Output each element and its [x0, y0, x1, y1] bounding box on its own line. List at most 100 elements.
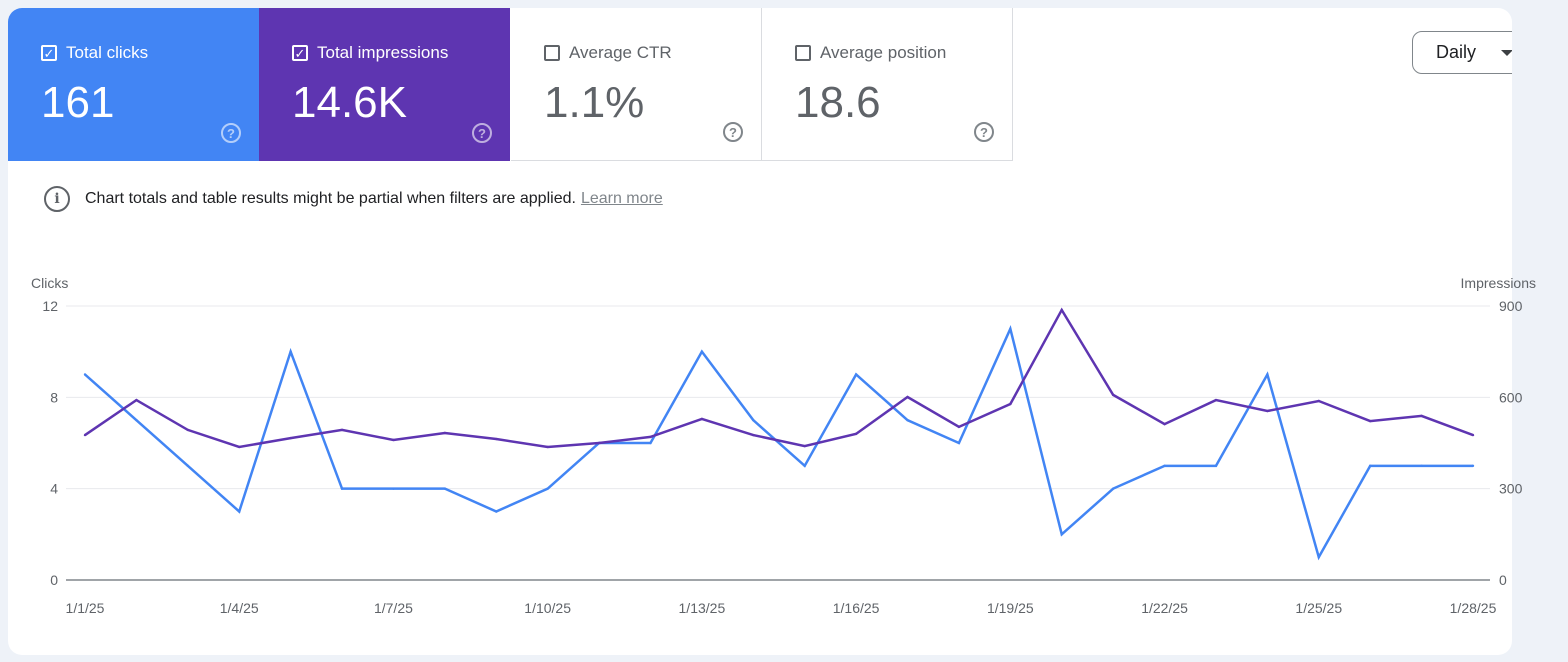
data-point-impressions — [906, 395, 909, 399]
data-point-impressions — [1163, 422, 1166, 426]
metric-label: Total impressions — [317, 43, 449, 62]
y-axis-label-right: Impressions — [1461, 275, 1536, 291]
metric-value: 14.6K — [292, 78, 407, 127]
data-point-clicks — [1111, 487, 1115, 490]
info-icon: i — [44, 186, 70, 212]
data-point-clicks — [854, 373, 858, 376]
data-point-impressions — [135, 398, 138, 402]
data-point-impressions — [83, 433, 87, 437]
y-tick-right: 0 — [1499, 572, 1507, 588]
metric-average-position[interactable]: Average position 18.6 ? — [762, 8, 1013, 161]
x-tick: 1/10/25 — [524, 600, 571, 616]
data-point-impressions — [443, 431, 447, 435]
data-point-clicks — [1420, 464, 1423, 468]
metric-value: 1.1% — [544, 78, 645, 127]
y-tick-right: 900 — [1499, 298, 1523, 314]
data-point-clicks — [392, 487, 395, 490]
x-tick: 1/16/25 — [833, 600, 880, 616]
data-point-impressions — [186, 428, 190, 432]
help-icon[interactable]: ? — [974, 122, 994, 142]
granularity-dropdown[interactable]: Daily — [1412, 31, 1512, 74]
data-point-impressions — [1111, 393, 1115, 397]
data-point-clicks — [186, 464, 190, 468]
data-point-clicks — [135, 418, 138, 422]
data-point-impressions — [854, 432, 858, 436]
x-tick: 1/13/25 — [679, 600, 726, 616]
notice-text: Chart totals and table results might be … — [85, 190, 576, 207]
granularity-value: Daily — [1436, 42, 1477, 62]
data-point-clicks — [1163, 464, 1166, 468]
data-point-impressions — [1060, 308, 1063, 312]
x-tick: 1/7/25 — [374, 600, 413, 616]
metric-average-ctr[interactable]: Average CTR 1.1% ? — [511, 8, 762, 161]
y-tick-left: 12 — [42, 298, 58, 314]
metric-label: Average CTR — [569, 43, 672, 62]
help-icon[interactable]: ? — [221, 123, 241, 143]
data-point-impressions — [1471, 433, 1475, 437]
data-point-impressions — [1317, 399, 1320, 403]
y-axis-label-left: Clicks — [31, 275, 68, 291]
metric-value: 161 — [41, 78, 115, 127]
data-point-impressions — [392, 438, 395, 442]
x-tick: 1/19/25 — [987, 600, 1034, 616]
data-point-clicks — [289, 350, 292, 353]
caret-down-icon — [1501, 50, 1512, 56]
data-point-impressions — [340, 428, 344, 432]
data-point-clicks — [1009, 327, 1012, 331]
data-point-clicks — [649, 441, 652, 445]
y-tick-left: 4 — [50, 481, 58, 497]
y-tick-left: 8 — [50, 389, 58, 405]
checkbox-unchecked-icon[interactable] — [795, 45, 811, 61]
data-point-impressions — [700, 417, 704, 421]
data-point-clicks — [495, 510, 498, 513]
data-point-impressions — [1420, 414, 1423, 418]
data-point-impressions — [752, 433, 755, 437]
data-point-clicks — [803, 464, 806, 468]
x-tick: 1/22/25 — [1141, 600, 1188, 616]
x-tick: 1/28/25 — [1450, 600, 1497, 616]
data-point-impressions — [546, 445, 549, 449]
data-point-impressions — [1266, 409, 1269, 413]
checkbox-checked-icon[interactable]: ✓ — [292, 45, 308, 61]
data-point-clicks — [752, 418, 755, 422]
data-point-clicks — [340, 487, 344, 490]
data-point-clicks — [1060, 533, 1063, 536]
help-icon[interactable]: ? — [723, 122, 743, 142]
data-point-clicks — [238, 510, 241, 513]
metric-total-clicks[interactable]: ✓ Total clicks 161 ? — [8, 8, 259, 161]
data-point-impressions — [238, 445, 241, 449]
data-point-impressions — [1214, 398, 1218, 402]
data-point-impressions — [1009, 402, 1012, 406]
data-point-clicks — [443, 487, 447, 490]
data-point-impressions — [597, 441, 601, 445]
learn-more-link[interactable]: Learn more — [580, 190, 663, 207]
performance-card: ✓ Total clicks 161 ? ✓ Total impressions 1… — [8, 8, 1512, 655]
metric-value: 18.6 — [795, 78, 881, 127]
series-line-clicks — [84, 325, 1473, 561]
data-point-clicks — [1266, 373, 1269, 376]
checkbox-checked-icon[interactable]: ✓ — [41, 45, 57, 61]
filter-notice: i Chart totals and table results might b… — [44, 186, 663, 212]
data-point-impressions — [495, 437, 498, 441]
data-point-clicks — [1317, 555, 1320, 559]
data-point-clicks — [546, 487, 549, 490]
data-point-clicks — [1214, 464, 1218, 468]
x-tick: 1/25/25 — [1295, 600, 1342, 616]
data-point-clicks — [1368, 464, 1372, 468]
help-icon[interactable]: ? — [472, 123, 492, 143]
data-point-impressions — [803, 444, 806, 448]
y-tick-left: 0 — [50, 572, 58, 588]
metric-label: Average position — [820, 43, 947, 62]
checkbox-unchecked-icon[interactable] — [544, 45, 560, 61]
y-tick-right: 300 — [1499, 481, 1523, 497]
data-point-clicks — [957, 441, 961, 445]
data-point-clicks — [83, 373, 87, 376]
data-point-impressions — [649, 435, 652, 439]
series-line-impressions — [84, 307, 1474, 449]
data-point-clicks — [906, 418, 909, 422]
metric-total-impressions[interactable]: ✓ Total impressions 14.6K ? — [259, 8, 510, 161]
x-tick: 1/4/25 — [220, 600, 259, 616]
data-point-impressions — [1368, 419, 1372, 423]
data-point-clicks — [1471, 464, 1475, 468]
metric-label: Total clicks — [66, 43, 149, 62]
